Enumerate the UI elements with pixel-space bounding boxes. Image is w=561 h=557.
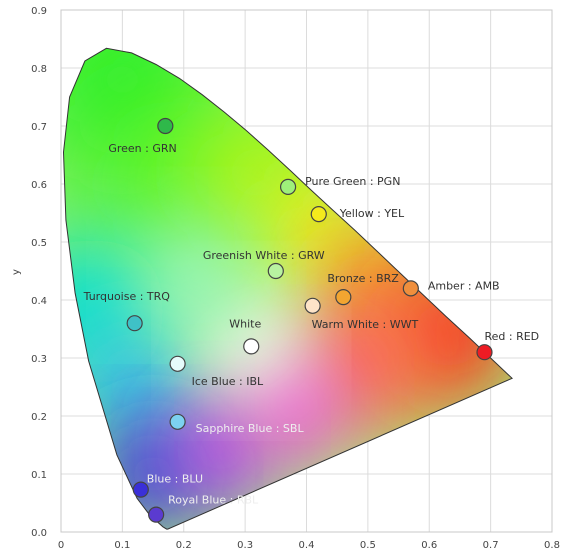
data-point[interactable] xyxy=(169,413,186,430)
plot-frame xyxy=(60,9,553,533)
data-point[interactable] xyxy=(132,481,149,498)
gamut-color-blob xyxy=(141,221,252,332)
y-tick-label: 0.3 xyxy=(31,354,47,365)
data-label: Warm White : WWT xyxy=(312,318,419,331)
data-point[interactable] xyxy=(304,297,321,314)
data-point[interactable] xyxy=(402,280,419,297)
y-tick-label: 0.5 xyxy=(31,238,47,249)
data-point[interactable] xyxy=(335,289,352,306)
x-tick-label: 0.2 xyxy=(176,540,192,551)
data-label: White xyxy=(229,317,261,330)
x-tick-label: 0.7 xyxy=(483,540,499,551)
data-point[interactable] xyxy=(476,344,493,361)
data-point[interactable] xyxy=(279,178,297,195)
data-label: Royal Blue : RBL xyxy=(168,494,259,507)
y-tick-label: 0.8 xyxy=(31,64,47,75)
y-tick-label: 0.4 xyxy=(31,296,47,307)
data-point[interactable] xyxy=(126,315,143,332)
x-tick-label: 0 xyxy=(58,540,64,551)
data-label: Yellow : YEL xyxy=(339,207,405,220)
data-label: Amber : AMB xyxy=(428,279,500,292)
data-point[interactable] xyxy=(157,117,174,135)
data-labels: Green : GRN Pure Green : PGN Yellow : YEL G… xyxy=(83,142,540,507)
x-tick-label: 0.1 xyxy=(114,540,130,551)
data-label: Turquoise : TRQ xyxy=(83,290,171,303)
y-tick-label: 0.9 xyxy=(31,6,47,17)
data-label: Greenish White : GRW xyxy=(203,249,325,262)
data-label: Pure Green : PGN xyxy=(305,175,400,188)
data-points xyxy=(126,117,493,523)
y-axis-label: y xyxy=(11,269,22,275)
x-tick-label: 0.6 xyxy=(421,540,437,551)
x-tick-label: 0.4 xyxy=(299,540,315,551)
data-point[interactable] xyxy=(169,355,186,372)
y-tick-label: 0.6 xyxy=(31,180,47,191)
data-label: Green : GRN xyxy=(108,142,176,155)
data-label: Red : RED xyxy=(484,330,539,343)
data-label: Ice Blue : IBL xyxy=(192,375,264,388)
data-label: Bronze : BRZ xyxy=(327,272,399,285)
data-label: Blue : BLU xyxy=(147,473,203,486)
data-point[interactable] xyxy=(148,506,165,523)
axes: 0 0.1 0.2 0.3 0.4 0.5 0.6 0.7 0.8 0.0 0.1 0.2 0.3 0.4… xyxy=(11,6,560,551)
y-tick-label: 0.0 xyxy=(31,528,47,539)
y-tick-label: 0.7 xyxy=(31,122,47,133)
x-tick-label: 0.5 xyxy=(360,540,376,551)
y-tick-label: 0.2 xyxy=(31,412,47,423)
x-tick-label: 0.3 xyxy=(237,540,253,551)
data-point[interactable] xyxy=(243,338,260,355)
data-label: Sapphire Blue : SBL xyxy=(196,422,305,435)
data-point[interactable] xyxy=(267,262,284,280)
y-tick-label: 0.1 xyxy=(31,470,47,481)
data-point[interactable] xyxy=(310,206,327,223)
x-tick-label: 0.8 xyxy=(544,540,560,551)
